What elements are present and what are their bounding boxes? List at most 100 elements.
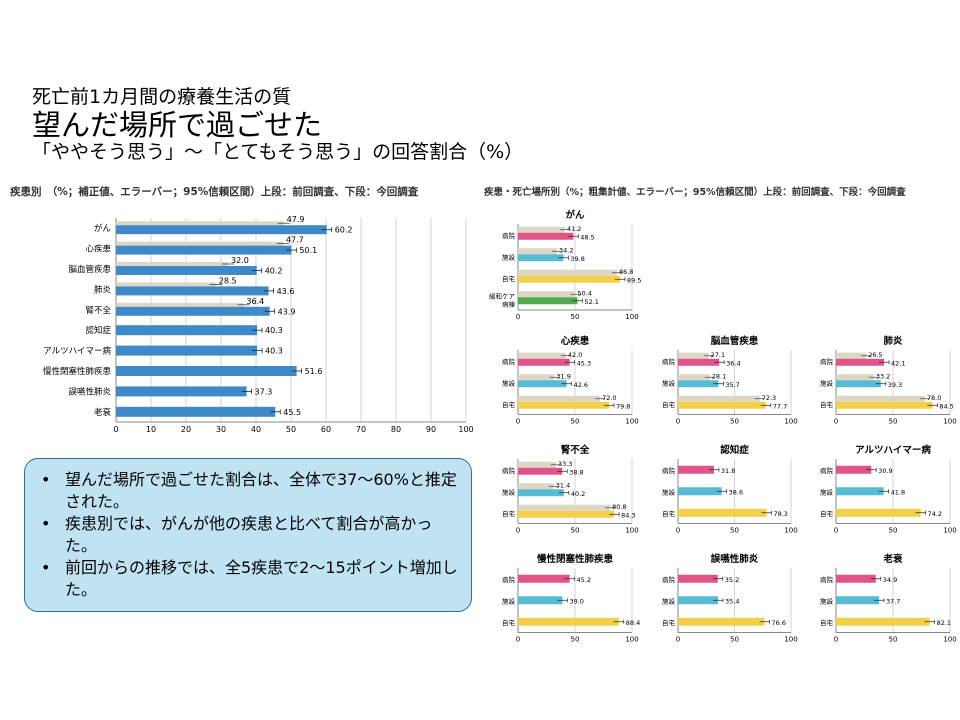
bar-previous [678,352,709,359]
title-line-3: 「ややそう思う」～「とてもそう思う」の回答割合（%） [32,141,524,163]
category-label: 自宅 [502,400,516,409]
category-label: 病院 [662,357,676,366]
bar-previous [518,269,617,276]
x-tick-label: 50 [889,418,898,426]
category-label: 病院 [820,466,834,475]
data-label-previous: 36.4 [246,297,264,306]
bar-current [518,510,615,518]
x-tick-label: 10 [146,425,156,434]
panel-title: 脳血管疾患 [710,335,759,347]
panel-title: 肺炎 [882,335,903,347]
bar-current [116,406,276,417]
x-tick-label: 60 [321,425,331,434]
category-label: 施設 [820,596,834,605]
bar-current [116,286,269,296]
x-tick-label: 0 [516,527,520,535]
x-tick-label: 50 [889,527,898,535]
category-label: 自宅 [662,509,676,518]
data-label-current: 39.0 [569,597,583,605]
bar-previous [836,352,867,359]
bar-current [116,386,247,397]
data-label-current: 84.3 [621,511,635,519]
bar-current [678,596,719,605]
panel-title: 老衰 [882,553,903,565]
bar-current [518,297,578,305]
category-label: 病院 [502,575,516,584]
bar-current [836,401,933,409]
category-label: 病院 [820,575,834,584]
bar-current [518,617,619,626]
bar-current [678,358,720,366]
category-label: 施設 [662,596,676,605]
x-tick-label: 100 [458,425,473,434]
category-label: 自宅 [502,509,516,518]
summary-item: • 前回からの推移では、全5疾患で2～15ポイント増加した。 [39,557,459,601]
data-label-current: 38.6 [729,488,743,496]
data-label-previous: 26.5 [868,351,882,359]
bar-current [116,366,297,376]
panel-title: 認知症 [720,444,749,456]
bar-current [518,275,621,283]
data-label-current: 40.3 [265,326,283,335]
category-label: 施設 [662,378,676,387]
data-label-current: 76.6 [772,619,786,627]
data-label-current: 89.5 [627,276,641,284]
bar-previous [116,262,228,266]
x-tick-label: 100 [625,527,638,535]
bar-previous [116,302,244,307]
x-tick-label: 50 [730,527,739,535]
category-label: がん [94,223,112,234]
x-tick-label: 100 [943,418,956,426]
category-label: 病院 [502,357,516,366]
category-label: 施設 [820,378,834,387]
bar-previous [518,374,555,381]
panel-title: 腎不全 [561,444,590,456]
bar-current [836,465,872,474]
data-label-current: 37.7 [886,597,900,605]
x-tick-label: 100 [625,636,638,644]
bar-previous [836,395,925,402]
data-label-current: 40.2 [571,490,585,498]
data-label-previous: 50.4 [577,289,591,297]
bar-previous [678,395,760,402]
data-label-current: 50.1 [299,246,317,255]
data-label-previous: 86.8 [619,268,633,276]
data-label-previous: 32.0 [231,256,249,265]
x-tick-label: 100 [943,636,956,644]
bar-current [836,508,921,517]
data-label-current: 45.5 [283,408,301,417]
bar-current [116,325,258,336]
panel-title: がん [565,209,585,221]
data-label-previous: 33.2 [876,372,890,380]
bar-previous [518,226,565,233]
category-label: 病院 [502,466,516,475]
category-label: 慢性閉塞性肺疾患 [43,366,112,377]
category-label: 施設 [502,252,516,261]
data-label-current: 36.4 [726,359,740,367]
category-label: 自宅 [820,400,834,409]
data-label-previous: 42.0 [568,351,582,359]
data-label-current: 39.8 [570,255,584,263]
summary-item: • 望んだ場所で過ごせた割合は、全体で37～60%と推定された。 [39,469,459,513]
data-label-current: 60.2 [335,226,353,235]
bar-current [518,401,609,409]
data-label-previous: 80.8 [612,503,626,511]
category-label: アルツハイマー病 [43,346,111,357]
bar-previous [518,352,566,359]
data-label-current: 30.9 [878,467,892,475]
data-label-previous: 28.1 [712,372,726,380]
bar-current [518,596,563,605]
data-label-previous: 28.5 [219,276,237,285]
x-tick-label: 0 [834,418,838,426]
bar-current [678,380,719,388]
x-tick-label: 0 [676,636,680,644]
data-label-current: 45.2 [577,576,591,584]
bullet: • [41,558,51,577]
bar-current [678,401,766,409]
data-label-current: 40.2 [265,267,283,276]
bar-previous [518,248,557,255]
data-label-previous: 72.3 [762,394,776,402]
panel-title: 心疾患 [561,335,590,347]
bar-previous [116,282,216,287]
bar-current [518,489,564,497]
